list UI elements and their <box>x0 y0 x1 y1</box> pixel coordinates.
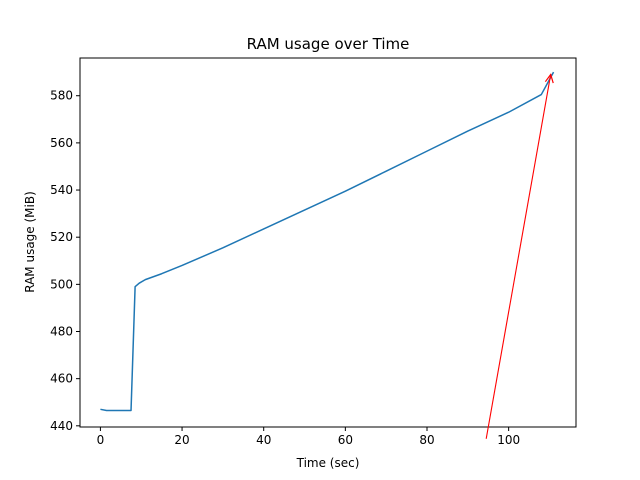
y-tick-label: 540 <box>50 183 73 197</box>
y-axis-ticks: 440 460 480 500 520 540 560 580 <box>50 89 80 433</box>
x-tick-label: 0 <box>97 433 105 447</box>
series-line <box>100 71 555 412</box>
plot-area <box>100 71 555 412</box>
x-tick-label: 60 <box>338 433 353 447</box>
y-tick-label: 440 <box>50 419 73 433</box>
x-tick-label: 80 <box>419 433 434 447</box>
chart-title: RAM usage over Time <box>247 35 410 53</box>
y-tick-label: 560 <box>50 136 73 150</box>
x-tick-label: 20 <box>174 433 189 447</box>
y-tick-label: 580 <box>50 89 73 103</box>
annotation-arrow <box>485 75 551 439</box>
y-axis-label: RAM usage (MiB) <box>23 191 37 293</box>
x-tick-label: 100 <box>497 433 520 447</box>
x-tick-label: 40 <box>256 433 271 447</box>
y-tick-label: 460 <box>50 372 73 386</box>
y-tick-label: 500 <box>50 277 73 291</box>
x-axis-label: Time (sec) <box>296 456 360 470</box>
plot-frame <box>79 57 577 428</box>
y-tick-label: 480 <box>50 325 73 339</box>
y-tick-label: 520 <box>50 230 73 244</box>
x-axis-ticks: 0 20 40 60 80 100 <box>97 427 520 447</box>
